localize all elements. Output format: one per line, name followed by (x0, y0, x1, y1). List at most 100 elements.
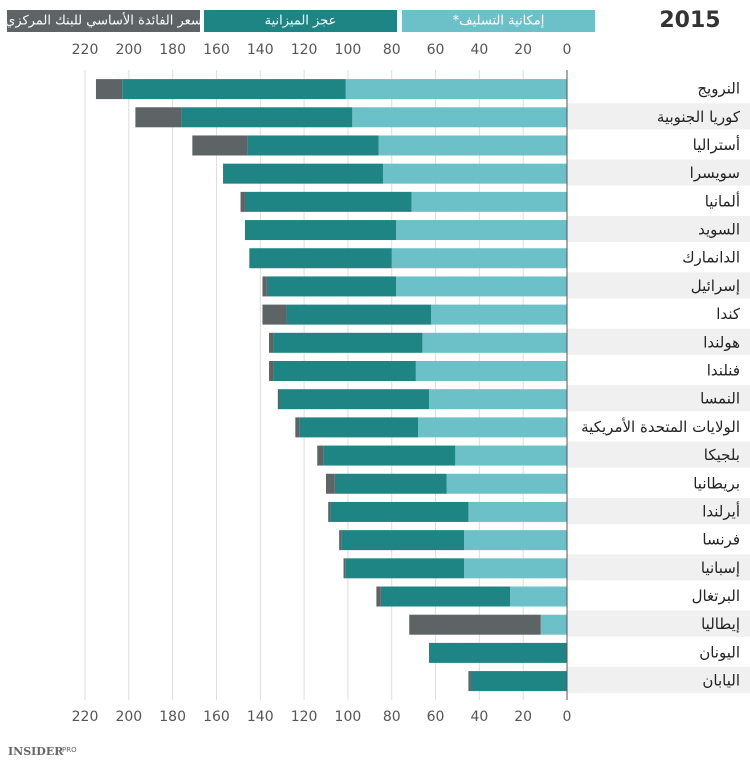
logo: INSIDER PRO (8, 745, 77, 758)
y-tick-label: إسبانيا (701, 559, 740, 577)
bar-segment (341, 530, 465, 551)
bar-segment (266, 276, 397, 297)
x-tick-label: 200 (115, 709, 142, 725)
x-tick-label: 80 (383, 42, 401, 58)
x-tick-label: 120 (291, 709, 318, 725)
bar-segment (286, 304, 432, 325)
bar-segment (295, 417, 300, 438)
y-tick-label: أستراليا (693, 135, 740, 154)
x-tick-label: 100 (335, 42, 362, 58)
y-tick-label: اليونان (699, 643, 740, 661)
y-tick-label: سويسرا (690, 164, 740, 182)
y-tick-label: أيرلندا (702, 501, 740, 520)
bar-segment (339, 530, 342, 551)
y-tick-label: فرنسا (702, 531, 740, 549)
row-stripe (567, 159, 750, 186)
bar-segment (352, 107, 567, 128)
x-tick-label: 140 (247, 42, 274, 58)
bar-segment (428, 642, 567, 663)
y-tick-label: كوريا الجنوبية (657, 108, 741, 126)
bar-segment (279, 389, 429, 410)
bar-segment (247, 135, 379, 156)
x-tick-label: 0 (563, 42, 572, 58)
bar-segment (376, 586, 381, 607)
bar-segment (470, 671, 567, 692)
bar-segment (240, 191, 245, 212)
bar-segment (431, 304, 567, 325)
bar-segment (135, 107, 182, 128)
bar-segment (455, 445, 567, 466)
bar-segment (249, 248, 392, 269)
y-tick-label: اليابان (702, 672, 740, 690)
legend-swatch (402, 10, 595, 32)
legend-swatch (204, 10, 397, 32)
bar-segment (411, 191, 567, 212)
y-tick-label: إيطاليا (701, 615, 740, 633)
row-stripe (567, 385, 750, 412)
x-tick-label: 20 (514, 42, 532, 58)
y-tick-label: البرتغال (692, 587, 740, 605)
x-tick-label: 80 (383, 709, 401, 725)
row-stripe (567, 328, 750, 355)
row-stripe (567, 666, 750, 694)
x-tick-label: 60 (427, 709, 445, 725)
x-tick-label: 140 (247, 709, 274, 725)
legend-label: عجز الميزانية (265, 14, 337, 29)
row-stripe (567, 497, 750, 525)
bar-segment (323, 445, 456, 466)
bar-segment (540, 614, 567, 635)
row-stripe (567, 441, 750, 468)
bar-segment (396, 276, 567, 297)
bar-segment (223, 163, 383, 184)
bar-segment (317, 445, 324, 466)
bar-segment (415, 360, 567, 381)
x-tick-label: 180 (159, 42, 186, 58)
x-tick-label: 160 (203, 709, 230, 725)
bar-segment (269, 360, 274, 381)
bar-segment (299, 417, 419, 438)
bar-segment (345, 79, 567, 100)
bar-segment (468, 671, 471, 692)
bar-segment (468, 501, 567, 522)
bar-segment (95, 79, 123, 100)
row-stripe (567, 215, 750, 243)
row-stripe (567, 610, 750, 637)
bar-segment (262, 276, 267, 297)
y-tick-label: إسرائيل (691, 277, 740, 295)
bar-segment (378, 135, 567, 156)
legend-label: سعر الفائدة الأساسي للبنك المركزي (5, 12, 202, 29)
row-stripe (567, 554, 750, 581)
bar-segment (273, 360, 416, 381)
bar-segment (396, 220, 567, 241)
bar-segment (330, 501, 469, 522)
logo-sub: PRO (62, 746, 77, 754)
bar-segment (409, 614, 541, 635)
legend-label: إمكانية التسليف* (453, 14, 545, 29)
y-tick-label: الولايات المتحدة الأمريكية (581, 417, 740, 436)
bar-segment (343, 558, 346, 579)
bar-segment (510, 586, 567, 607)
stripes (567, 103, 750, 694)
bar-segment (181, 107, 353, 128)
bar-segment (380, 586, 511, 607)
bar-segment (345, 558, 465, 579)
x-tick-label: 40 (470, 42, 488, 58)
x-tick-label: 180 (159, 709, 186, 725)
x-tick-label: 40 (470, 709, 488, 725)
y-tick-label: الدانمارك (682, 249, 740, 267)
bar-segment (422, 332, 567, 353)
y-tick-label: فنلندا (707, 361, 740, 379)
x-tick-label: 0 (563, 709, 572, 725)
bar-segment (326, 473, 335, 494)
bar-segment (382, 163, 567, 184)
bar-segment (122, 79, 346, 100)
x-tick-label: 100 (335, 709, 362, 725)
row-stripe (567, 272, 750, 299)
bar-segment (277, 389, 280, 410)
bar-segment (328, 501, 331, 522)
legend-swatch (7, 10, 200, 32)
bar-segment (428, 389, 567, 410)
y-tick-label: النمسا (700, 390, 740, 408)
x-tick-label: 200 (115, 42, 142, 58)
